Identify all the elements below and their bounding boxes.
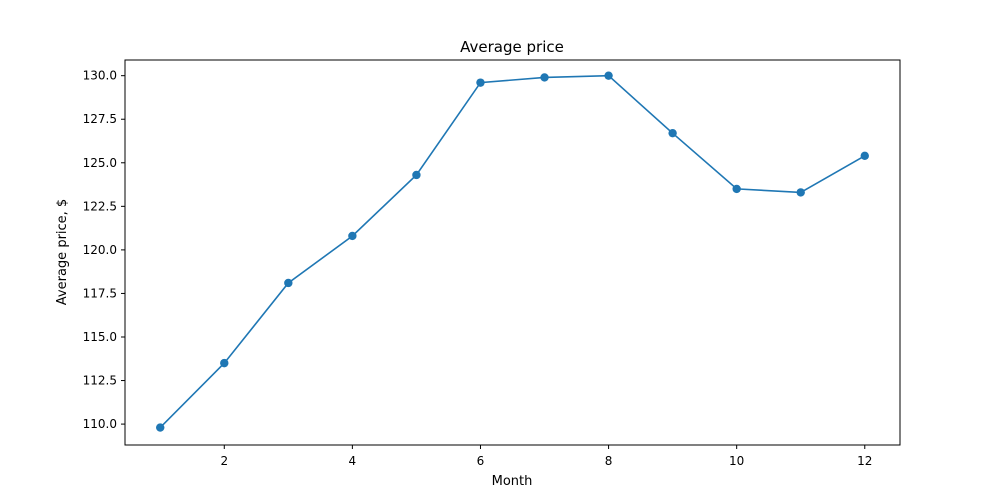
data-point <box>732 184 741 194</box>
x-axis: 2 4 6 8 10 12 <box>220 445 872 468</box>
y-tick-label: 125.0 <box>83 156 117 170</box>
data-point <box>220 358 229 368</box>
x-tick-label: 2 <box>220 454 228 468</box>
data-point <box>284 278 293 288</box>
data-point <box>668 128 677 138</box>
data-point <box>540 73 549 82</box>
y-tick-label: 110.0 <box>83 417 117 431</box>
data-point <box>476 78 485 87</box>
chart-title: Average price <box>460 38 564 56</box>
data-point <box>860 151 869 161</box>
y-tick-label: 122.5 <box>83 199 117 213</box>
y-axis: 110.0 112.5 115.0 117.5 120.0 122.5 125.0 127.5… <box>83 69 125 431</box>
x-tick-label: 8 <box>605 454 613 468</box>
x-tick-label: 6 <box>477 454 485 468</box>
plot-area <box>124 59 901 446</box>
y-tick-label: 127.5 <box>83 112 117 126</box>
y-tick-label: 130.0 <box>83 69 117 83</box>
y-axis-label: Average price, $ <box>55 199 70 305</box>
data-point <box>412 170 421 180</box>
series-line <box>159 74 866 429</box>
y-tick-label: 117.5 <box>83 286 117 300</box>
data-point <box>796 188 805 197</box>
x-tick-label: 4 <box>349 454 357 468</box>
data-point <box>604 71 613 80</box>
x-axis-label: Month <box>492 474 533 489</box>
y-tick-label: 120.0 <box>83 243 117 257</box>
data-point <box>156 423 165 432</box>
x-tick-label: 10 <box>729 454 744 468</box>
x-tick-label: 12 <box>857 454 872 468</box>
series-layer <box>156 71 869 432</box>
y-tick-label: 115.0 <box>83 330 117 344</box>
data-point <box>348 231 357 241</box>
y-tick-label: 112.5 <box>83 374 117 388</box>
